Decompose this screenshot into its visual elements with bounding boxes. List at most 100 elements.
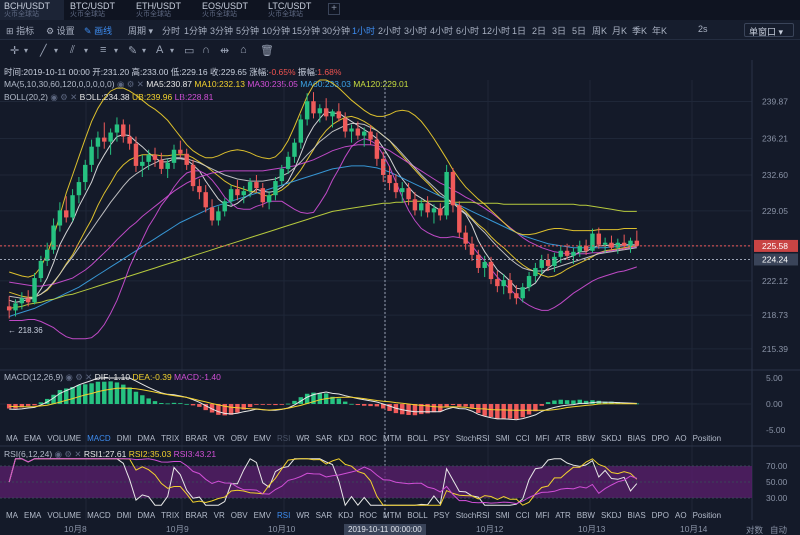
interval-6小时[interactable]: 6小时	[456, 26, 480, 36]
indicator-button[interactable]: ⊞ 指标	[6, 24, 34, 37]
tab-eos-usdt[interactable]: EOS/USDT 火币全球站	[198, 0, 262, 20]
interval-2日[interactable]: 2日	[532, 26, 547, 36]
interval-10分钟[interactable]: 10分钟	[262, 26, 291, 36]
indicator-tab-brar[interactable]: BRAR	[185, 434, 208, 443]
window-select[interactable]: 单窗口 ▾	[744, 23, 794, 37]
indicator-tab-roc[interactable]: ROC	[359, 511, 378, 520]
indicator-tab-cci[interactable]: CCI	[515, 511, 530, 520]
indicator-tab-atr[interactable]: ATR	[555, 511, 571, 520]
ruler-icon[interactable]: ▭	[184, 45, 195, 57]
interval-12小时[interactable]: 12小时	[482, 26, 511, 36]
chevron-down-icon[interactable]: ▾	[24, 46, 29, 55]
indicator-tab-rsi[interactable]: RSI	[277, 434, 291, 443]
interval-1日[interactable]: 1日	[512, 26, 527, 36]
indicator-tab-wr[interactable]: WR	[296, 511, 310, 520]
indicator-tab-smi[interactable]: SMI	[495, 511, 510, 520]
indicator-tab-psy[interactable]: PSY	[433, 434, 450, 443]
indicator-tab-dmi[interactable]: DMI	[116, 434, 132, 443]
interval-3小时[interactable]: 3小时	[404, 26, 428, 36]
indicator-tab-stochrsi[interactable]: StochRSI	[455, 434, 490, 443]
interval-季K[interactable]: 季K	[632, 26, 648, 36]
draw-button[interactable]: ✎ 画线	[84, 24, 112, 37]
indicator-tab-smi[interactable]: SMI	[495, 434, 510, 443]
indicator-tab-wr[interactable]: WR	[296, 434, 310, 443]
indicator-tab-ema[interactable]: EMA	[24, 511, 42, 520]
indicator-tab-sar[interactable]: SAR	[315, 434, 333, 443]
indicator-tab-bias[interactable]: BIAS	[627, 434, 646, 443]
indicator-tab-macd[interactable]: MACD	[87, 511, 111, 520]
interval-5分钟[interactable]: 5分钟	[236, 26, 260, 36]
indicator-tab-rsi[interactable]: RSI	[277, 511, 291, 520]
indicator-tab-sar[interactable]: SAR	[315, 511, 333, 520]
interval-3日[interactable]: 3日	[552, 26, 567, 36]
indicator-tab-position[interactable]: Position	[692, 511, 722, 520]
interval-15分钟[interactable]: 15分钟	[292, 26, 321, 36]
indicator-tab-ma[interactable]: MA	[6, 511, 18, 520]
interval-年K[interactable]: 年K	[652, 26, 668, 36]
chevron-down-icon[interactable]: ▾	[170, 46, 175, 55]
indicator-tab-obv[interactable]: OBV	[230, 511, 248, 520]
interval-分时[interactable]: 分时	[162, 26, 181, 36]
parallel-lines-icon[interactable]: ⫽	[70, 44, 75, 56]
indicator-tab-skdj[interactable]: SKDJ	[600, 434, 622, 443]
auto-scale-button[interactable]: 自动	[770, 525, 788, 535]
indicator-tab-dma[interactable]: DMA	[137, 434, 156, 443]
indicator-tab-vr[interactable]: VR	[213, 434, 225, 443]
interval-4小时[interactable]: 4小时	[430, 26, 454, 36]
indicator-tab-emv[interactable]: EMV	[253, 511, 271, 520]
interval-30分钟[interactable]: 30分钟	[322, 26, 351, 36]
indicator-tab-bias[interactable]: BIAS	[627, 511, 646, 520]
legend-controls-icon[interactable]: ◉ ⚙ ✕	[54, 449, 84, 459]
indicator-tab-skdj[interactable]: SKDJ	[600, 511, 622, 520]
indicator-tab-position[interactable]: Position	[692, 434, 722, 443]
indicator-tab-mfi[interactable]: MFI	[535, 511, 550, 520]
indicator-tab-brar[interactable]: BRAR	[185, 511, 208, 520]
log-scale-button[interactable]: 对数	[746, 525, 764, 535]
measure-icon[interactable]: ⇹	[220, 45, 230, 57]
indicator-tab-stochrsi[interactable]: StochRSI	[455, 511, 490, 520]
line-icon[interactable]: ╱	[40, 45, 47, 57]
trash-icon[interactable]: 🗑	[260, 45, 274, 57]
add-tab-button[interactable]: +	[328, 3, 340, 15]
interval-月K[interactable]: 月K	[612, 26, 628, 36]
text-icon[interactable]: A	[156, 44, 164, 56]
chevron-down-icon[interactable]: ▾	[54, 46, 59, 55]
fibonacci-icon[interactable]: ≡	[100, 44, 107, 56]
indicator-tab-bbw[interactable]: BBW	[576, 511, 595, 520]
interval-1分钟[interactable]: 1分钟	[184, 26, 208, 36]
speed-toggle[interactable]: 2s	[698, 24, 708, 34]
chevron-down-icon[interactable]: ▾	[84, 46, 89, 55]
indicator-tab-mtm[interactable]: MTM	[383, 511, 402, 520]
indicator-tab-atr[interactable]: ATR	[555, 434, 571, 443]
magnet-icon[interactable]: ∩	[202, 44, 210, 56]
indicator-tab-obv[interactable]: OBV	[230, 434, 248, 443]
indicator-tab-volume[interactable]: VOLUME	[47, 511, 82, 520]
interval-周K[interactable]: 周K	[592, 26, 608, 36]
indicator-tab-macd[interactable]: MACD	[87, 434, 111, 443]
indicator-tab-mfi[interactable]: MFI	[535, 434, 550, 443]
tab-bch-usdt[interactable]: BCH/USDT 火币全球站	[0, 0, 64, 20]
indicator-tab-kdj[interactable]: KDJ	[338, 434, 354, 443]
indicator-tab-psy[interactable]: PSY	[433, 511, 450, 520]
interval-2小时[interactable]: 2小时	[378, 26, 402, 36]
interval-1小时[interactable]: 1小时	[352, 26, 376, 36]
indicator-tab-mtm[interactable]: MTM	[383, 434, 402, 443]
legend-controls-icon[interactable]: ◉ ⚙ ✕	[65, 372, 95, 382]
legend-controls-icon[interactable]: ◉ ⚙ ✕	[116, 79, 147, 89]
tab-eth-usdt[interactable]: ETH/USDT 火币全球站	[132, 0, 196, 20]
indicator-tab-ao[interactable]: AO	[675, 511, 687, 520]
indicator-tab-trix[interactable]: TRIX	[161, 511, 180, 520]
indicator-tab-trix[interactable]: TRIX	[161, 434, 180, 443]
indicator-tab-volume[interactable]: VOLUME	[47, 434, 82, 443]
lock-icon[interactable]: ⌂	[240, 44, 247, 56]
brush-icon[interactable]: ✎	[128, 45, 138, 57]
indicator-tab-ma[interactable]: MA	[6, 434, 18, 443]
settings-button[interactable]: ⚙ 设置	[46, 24, 75, 37]
chevron-down-icon[interactable]: ▾	[142, 46, 147, 55]
indicator-tab-dmi[interactable]: DMI	[116, 511, 132, 520]
indicator-tab-ema[interactable]: EMA	[24, 434, 42, 443]
indicator-tab-boll[interactable]: BOLL	[407, 511, 428, 520]
interval-3分钟[interactable]: 3分钟	[210, 26, 234, 36]
indicator-tab-dpo[interactable]: DPO	[651, 434, 669, 443]
